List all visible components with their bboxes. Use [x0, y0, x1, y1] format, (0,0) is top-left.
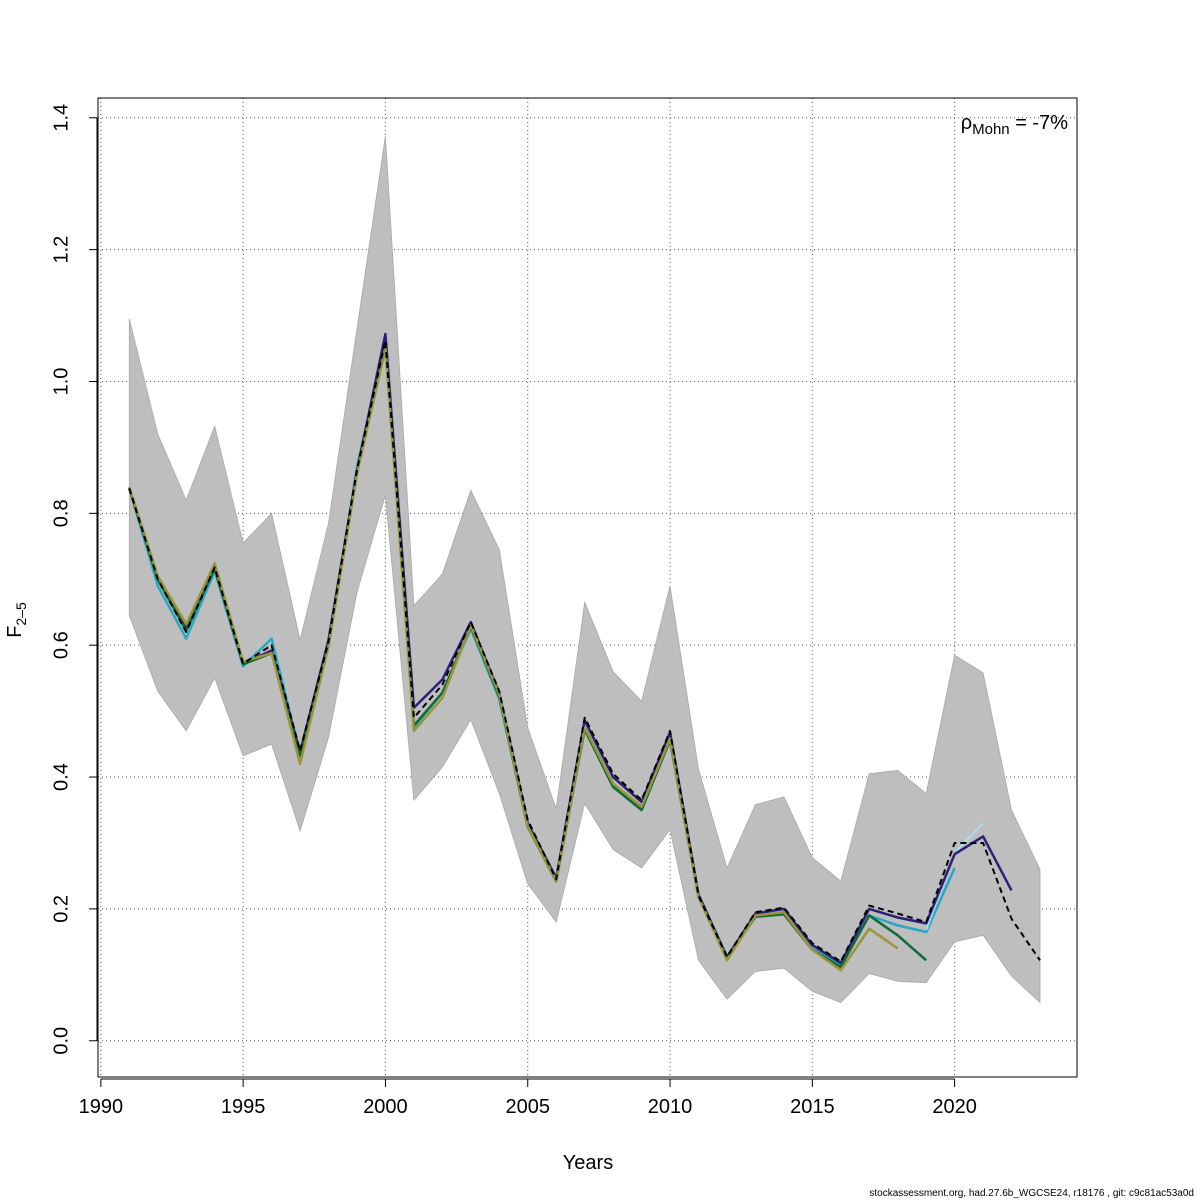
series-line-5: [128, 347, 899, 972]
x-tick-label: 2015: [790, 1096, 835, 1118]
x-tick-label: 2005: [505, 1096, 550, 1118]
confidence-band: [128, 136, 1041, 1004]
y-tick-label: 0.0: [50, 1027, 72, 1055]
x-tick-label: 2000: [363, 1096, 408, 1118]
y-tick-label: 0.4: [50, 763, 72, 791]
y-tick-label: 0.8: [50, 499, 72, 527]
x-axis-title: Years: [563, 1152, 613, 1174]
y-axis-title-sub: 2–5: [13, 602, 29, 626]
x-tick-label: 1990: [79, 1096, 124, 1118]
y-axis-title-main: F: [4, 626, 26, 638]
y-tick-label: 1.0: [50, 368, 72, 396]
plot-frame: [97, 97, 1078, 1078]
x-tick-label: 1995: [221, 1096, 266, 1118]
y-axis: 0.0 0.2 0.4 0.6 0.8 1.0 1.2 1.4: [50, 104, 98, 1055]
footer-text: stockassessment.org, had.27.6b_WGCSE24, …: [869, 1188, 1194, 1199]
y-tick-label: 1.2: [50, 236, 72, 264]
x-tick-label: 2020: [932, 1096, 977, 1118]
y-tick-label: 0.6: [50, 631, 72, 659]
rho-subscript: Mohn: [972, 121, 1010, 138]
x-tick-label: 2010: [648, 1096, 693, 1118]
y-tick-label: 1.4: [50, 104, 72, 132]
x-axis: 1990 1995 2000 2005 2010 2015 2020: [79, 1078, 977, 1118]
series-layer: [128, 332, 1041, 972]
rho-value: = -7%: [1010, 112, 1069, 134]
y-tick-label: 0.2: [50, 895, 72, 923]
confidence-band-layer: [128, 136, 1041, 1004]
rho-symbol: ρ: [961, 112, 972, 134]
y-axis-title: F2–5: [4, 602, 29, 638]
series-line-6: [128, 339, 1041, 963]
mohn-rho-annotation: ρMohn = -7%: [961, 112, 1068, 138]
